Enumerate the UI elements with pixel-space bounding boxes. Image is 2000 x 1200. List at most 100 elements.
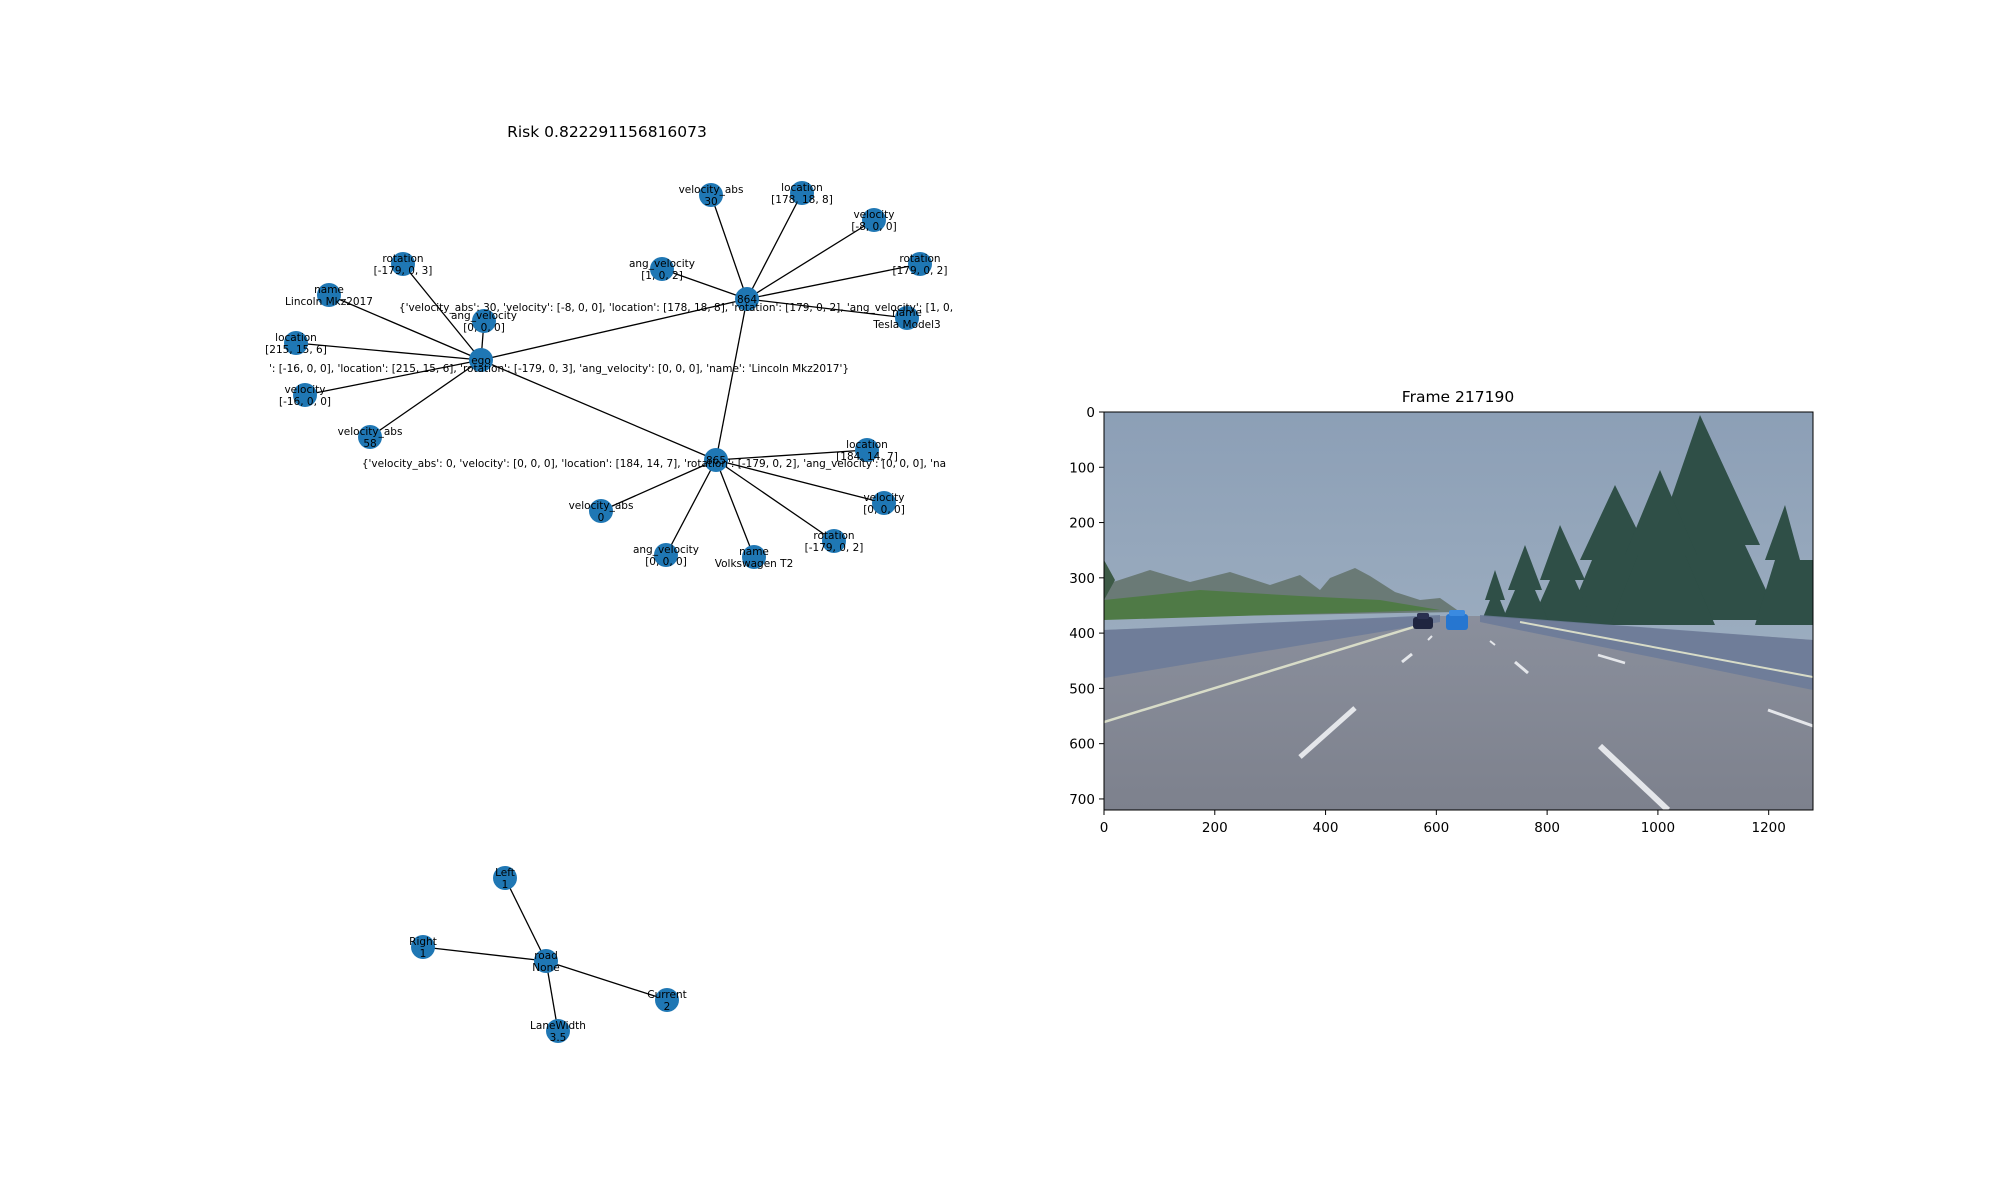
- road-edge: [504, 877, 547, 962]
- road-graph: road None Left 1 Right 1 Current 2 LaneWidth 3.5: [409, 866, 687, 1044]
- grass-hill: [1104, 590, 1440, 620]
- scene-node-c864-name: [895, 306, 919, 330]
- lane-markings: [1298, 635, 1813, 810]
- scene-edge: [304, 359, 482, 396]
- attribute-string: {'velocity_abs': 0, 'velocity': [0, 0, 0…: [362, 458, 946, 470]
- tree-line: [1480, 415, 1813, 625]
- y-tick-label: 0: [1086, 405, 1095, 421]
- vehicle-blue: [1446, 610, 1468, 630]
- scene-edge: [715, 449, 868, 461]
- road-node-label: LaneWidth 3.5: [530, 1020, 586, 1044]
- scene-node-label: name Lincoln Mkz2017: [285, 284, 373, 308]
- scene-node-label: 865: [706, 455, 726, 467]
- scene-node-label: ang_velocity [0, 0, 0]: [633, 544, 699, 568]
- scene-node-label: ang_velocity [1, 0, 2]: [629, 258, 695, 282]
- road-surface: [1104, 616, 1813, 810]
- scene-node-label: location [178, 18, 8]: [771, 182, 833, 206]
- x-tick-label: 1000: [1641, 820, 1675, 836]
- y-tick-label: 400: [1069, 626, 1095, 642]
- scene-node-ego-name: [317, 283, 341, 307]
- scene-node-label: rotation [179, 0, 2]: [893, 253, 948, 277]
- scene-node-ego-angvel: [472, 309, 496, 333]
- scene-node-865: [704, 448, 728, 472]
- scene-edge: [746, 298, 908, 319]
- scene-edge: [715, 459, 755, 558]
- frame-title: Frame 217190: [1402, 388, 1514, 406]
- left-guardrail: [1104, 615, 1440, 678]
- scene-node-label: rotation [-179, 0, 2]: [805, 530, 864, 554]
- road-node-right: [411, 935, 435, 959]
- frame-axes: 0 200 400 600 800 1000 1200 0 100 200 300 400 500 600…: [1069, 405, 1814, 836]
- scene-node-c865-location: [855, 438, 879, 462]
- scene-node-c865-name: [742, 545, 766, 569]
- y-tick-label: 200: [1069, 516, 1095, 532]
- scene-node-c865-vabs: [589, 499, 613, 523]
- scene-edge: [328, 294, 482, 361]
- scene-edge: [480, 298, 748, 361]
- scene-node-c864-vabs: [699, 183, 723, 207]
- scene-edge: [715, 298, 748, 461]
- scene-edge: [665, 459, 717, 556]
- y-tick-label: 500: [1069, 681, 1095, 697]
- risk-title: Risk 0.822291156816073: [507, 123, 707, 141]
- scene-node-label: 864: [737, 294, 757, 306]
- scene-node-c865-rotation: [822, 529, 846, 553]
- attribute-string: {'velocity_abs': 30, 'velocity': [-8, 0,…: [399, 302, 953, 314]
- scene-node-c864-angvel: [650, 257, 674, 281]
- scene-node-label: rotation [-179, 0, 3]: [374, 253, 433, 277]
- x-tick-label: 200: [1202, 820, 1228, 836]
- scene-node-label: velocity_abs 30: [679, 184, 744, 208]
- scene-node-c865-velocity: [872, 491, 896, 515]
- road-node-label: Left 1: [495, 867, 515, 891]
- scene-edge: [480, 359, 717, 461]
- scene-edge: [295, 342, 482, 361]
- scene-node-ego: [469, 348, 493, 372]
- scene-node-864: [735, 287, 759, 311]
- scene-edge: [746, 263, 921, 300]
- y-tick-label: 700: [1069, 792, 1095, 808]
- vehicle-dark: [1413, 613, 1433, 629]
- attribute-string: ': [-16, 0, 0], 'location': [215, 15, 6]…: [269, 363, 849, 375]
- scene-node-label: ang_velocity [0, 0, 0]: [451, 310, 517, 334]
- road-node-label: Right 1: [409, 936, 437, 960]
- camera-frame-image: [1104, 412, 1813, 810]
- scene-node-label: velocity [0, 0, 0]: [863, 492, 905, 516]
- scene-node-ego-location: [284, 331, 308, 355]
- scene-edge: [710, 194, 748, 300]
- x-tick-label: 400: [1313, 820, 1339, 836]
- road-node-current: [655, 988, 679, 1012]
- scene-node-label: location [184, 14, 7]: [836, 439, 898, 463]
- scene-node-ego-rotation: [391, 252, 415, 276]
- scene-node-label: name Volkswagen T2: [715, 546, 794, 570]
- scene-edge: [715, 459, 835, 542]
- scene-edge: [402, 263, 482, 361]
- scene-node-label: velocity [-16, 0, 0]: [279, 384, 331, 408]
- scene-edge: [746, 219, 875, 300]
- scene-edge: [746, 192, 803, 300]
- scene-edge: [600, 459, 717, 512]
- road-node-label: Current 2: [647, 989, 686, 1013]
- road-node-left: [493, 866, 517, 890]
- scene-node-ego-vabs: [358, 425, 382, 449]
- scene-edge: [715, 459, 885, 504]
- y-tick-label: 100: [1069, 460, 1095, 476]
- road-edge: [545, 960, 668, 1001]
- scene-node-c864-rotation: [908, 252, 932, 276]
- x-tick-label: 800: [1534, 820, 1560, 836]
- scene-node-label: name Tesla Model3: [872, 307, 940, 331]
- scene-edge: [661, 268, 748, 300]
- road-node-label: road None: [532, 950, 559, 974]
- scene-node-label: velocity_abs 58: [338, 426, 403, 450]
- scene-node-label: velocity_abs 0: [569, 500, 634, 524]
- road-node-road: [534, 949, 558, 973]
- scene-node-c864-velocity: [862, 208, 886, 232]
- scene-node-c864-location: [790, 181, 814, 205]
- scene-node-ego-velocity: [293, 383, 317, 407]
- road-node-lanewidth: [546, 1019, 570, 1043]
- x-tick-label: 1200: [1752, 820, 1786, 836]
- scene-graph: ego 864 865 rotation [-179, 0, 3]name Lincoln…: [265, 181, 953, 570]
- frame-axes-border: [1103, 411, 1814, 811]
- scene-node-label: location [215, 15, 6]: [265, 332, 327, 356]
- scene-node-c865-angvel: [654, 543, 678, 567]
